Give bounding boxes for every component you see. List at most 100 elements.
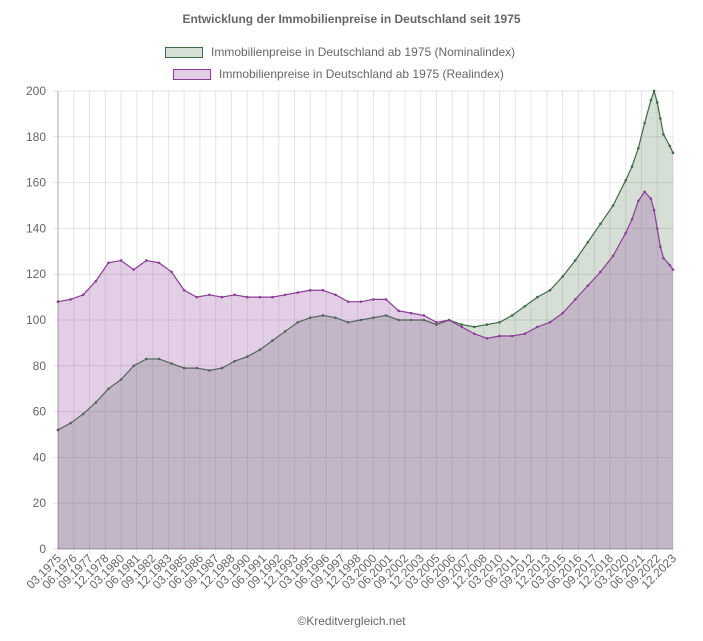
data-point[interactable] xyxy=(485,323,489,326)
data-point[interactable] xyxy=(561,311,564,315)
data-point[interactable] xyxy=(119,259,123,262)
data-point[interactable] xyxy=(170,270,173,274)
data-point[interactable] xyxy=(81,412,85,416)
data-point[interactable] xyxy=(233,293,236,297)
data-point[interactable] xyxy=(548,288,552,292)
data-point[interactable] xyxy=(157,261,161,265)
data-point[interactable] xyxy=(384,298,388,301)
data-point[interactable] xyxy=(56,300,60,303)
data-point[interactable] xyxy=(637,199,640,203)
data-point[interactable] xyxy=(271,339,274,342)
data-point[interactable] xyxy=(573,298,577,301)
data-point[interactable] xyxy=(630,165,634,168)
data-point[interactable] xyxy=(649,98,653,102)
data-point[interactable] xyxy=(220,295,224,299)
data-point[interactable] xyxy=(643,190,646,194)
data-point[interactable] xyxy=(145,357,148,361)
data-point[interactable] xyxy=(233,359,236,363)
data-point[interactable] xyxy=(145,259,148,262)
data-point[interactable] xyxy=(447,318,451,322)
data-point[interactable] xyxy=(649,197,653,200)
data-point[interactable] xyxy=(662,256,665,260)
data-point[interactable] xyxy=(422,314,426,317)
data-point[interactable] xyxy=(573,259,577,262)
data-point[interactable] xyxy=(245,295,249,299)
data-point[interactable] xyxy=(258,295,262,299)
data-point[interactable] xyxy=(599,222,602,226)
data-point[interactable] xyxy=(56,428,60,432)
data-point[interactable] xyxy=(536,325,539,329)
data-point[interactable] xyxy=(409,318,413,322)
data-point[interactable] xyxy=(309,316,312,320)
data-point[interactable] xyxy=(662,133,665,136)
data-point[interactable] xyxy=(372,298,375,301)
data-point[interactable] xyxy=(422,318,426,322)
data-point[interactable] xyxy=(283,293,287,297)
data-point[interactable] xyxy=(346,320,350,324)
data-point[interactable] xyxy=(359,300,363,303)
data-point[interactable] xyxy=(671,268,675,271)
data-point[interactable] xyxy=(397,318,400,322)
data-point[interactable] xyxy=(659,117,662,120)
data-point[interactable] xyxy=(611,204,615,207)
data-point[interactable] xyxy=(321,314,325,317)
data-point[interactable] xyxy=(119,378,123,381)
data-point[interactable] xyxy=(561,275,564,278)
data-point[interactable] xyxy=(258,348,262,352)
data-point[interactable] xyxy=(624,179,627,182)
data-point[interactable] xyxy=(296,291,299,294)
data-point[interactable] xyxy=(668,144,672,148)
data-point[interactable] xyxy=(671,151,675,155)
data-point[interactable] xyxy=(523,332,527,336)
data-point[interactable] xyxy=(668,263,672,267)
data-point[interactable] xyxy=(195,366,199,370)
data-point[interactable] xyxy=(69,421,72,425)
data-point[interactable] xyxy=(107,387,110,391)
data-point[interactable] xyxy=(460,325,463,329)
data-point[interactable] xyxy=(69,298,72,301)
data-point[interactable] xyxy=(473,332,476,336)
data-point[interactable] xyxy=(536,295,539,299)
data-point[interactable] xyxy=(81,293,85,297)
data-point[interactable] xyxy=(245,355,249,358)
data-point[interactable] xyxy=(397,309,400,313)
data-point[interactable] xyxy=(296,320,299,324)
data-point[interactable] xyxy=(107,261,110,265)
data-point[interactable] xyxy=(498,334,501,338)
data-point[interactable] xyxy=(652,89,656,93)
data-point[interactable] xyxy=(435,323,438,326)
data-point[interactable] xyxy=(309,288,312,292)
data-point[interactable] xyxy=(473,325,476,329)
data-point[interactable] xyxy=(611,254,615,258)
data-point[interactable] xyxy=(94,279,98,283)
data-point[interactable] xyxy=(132,364,135,368)
data-point[interactable] xyxy=(208,369,211,372)
data-point[interactable] xyxy=(220,366,224,370)
data-point[interactable] xyxy=(498,320,501,324)
data-point[interactable] xyxy=(630,217,634,221)
data-point[interactable] xyxy=(409,311,413,315)
data-point[interactable] xyxy=(659,245,662,249)
data-point[interactable] xyxy=(182,366,186,370)
data-point[interactable] xyxy=(195,295,199,299)
data-point[interactable] xyxy=(94,401,98,404)
data-point[interactable] xyxy=(283,330,287,333)
legend-item-realindex[interactable]: Immobilienpreise in Deutschland ab 1975 … xyxy=(173,66,504,82)
data-point[interactable] xyxy=(334,316,337,320)
legend-item-nominalindex[interactable]: Immobilienpreise in Deutschland ab 1975 … xyxy=(165,44,515,60)
data-point[interactable] xyxy=(182,288,186,292)
data-point[interactable] xyxy=(435,320,438,324)
data-point[interactable] xyxy=(655,101,659,104)
data-point[interactable] xyxy=(359,318,363,322)
data-point[interactable] xyxy=(346,300,350,303)
data-point[interactable] xyxy=(170,362,173,365)
data-point[interactable] xyxy=(637,146,640,150)
data-point[interactable] xyxy=(132,268,135,271)
data-point[interactable] xyxy=(655,227,659,230)
data-point[interactable] xyxy=(271,295,274,299)
data-point[interactable] xyxy=(586,284,590,287)
data-point[interactable] xyxy=(372,316,375,320)
data-point[interactable] xyxy=(510,314,514,317)
data-point[interactable] xyxy=(157,357,161,361)
data-point[interactable] xyxy=(523,304,527,308)
